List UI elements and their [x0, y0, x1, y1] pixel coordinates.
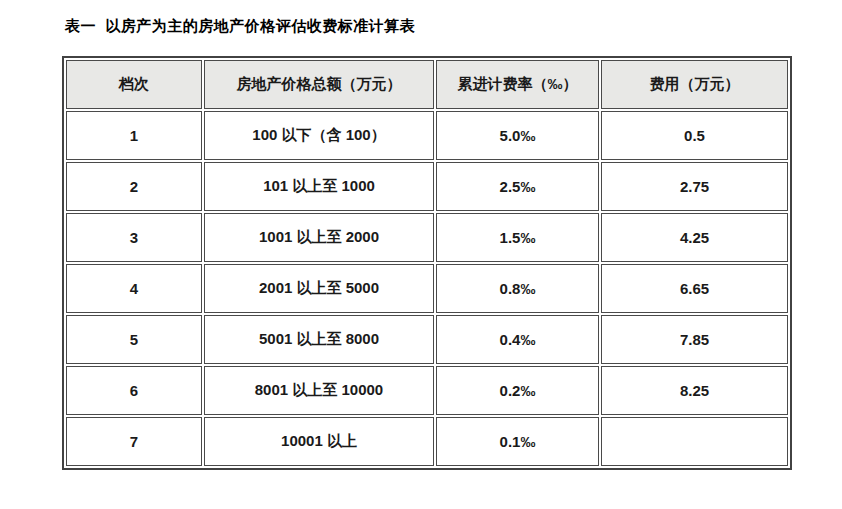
cell-progressive-rate: 0.8‰	[436, 264, 599, 313]
fee-standard-table: 档次 房地产价格总额（万元） 累进计费率（‰） 费用（万元） 1100 以下（含…	[62, 56, 792, 470]
cell-total-price: 5001 以上至 8000	[204, 315, 434, 364]
header-grade: 档次	[66, 60, 202, 109]
cell-total-price: 1001 以上至 2000	[204, 213, 434, 262]
cell-grade: 3	[66, 213, 202, 262]
cell-grade: 4	[66, 264, 202, 313]
cell-grade: 5	[66, 315, 202, 364]
cell-progressive-rate: 0.4‰	[436, 315, 599, 364]
cell-grade: 2	[66, 162, 202, 211]
header-total-price: 房地产价格总额（万元）	[204, 60, 434, 109]
table-header-row: 档次 房地产价格总额（万元） 累进计费率（‰） 费用（万元）	[66, 60, 788, 109]
cell-fee: 0.5	[601, 111, 788, 160]
cell-total-price: 10001 以上	[204, 417, 434, 466]
header-progressive-rate: 累进计费率（‰）	[436, 60, 599, 109]
cell-grade: 6	[66, 366, 202, 415]
cell-progressive-rate: 1.5‰	[436, 213, 599, 262]
cell-grade: 1	[66, 111, 202, 160]
cell-fee: 7.85	[601, 315, 788, 364]
cell-progressive-rate: 0.1‰	[436, 417, 599, 466]
table-row: 31001 以上至 20001.5‰4.25	[66, 213, 788, 262]
cell-fee: 8.25	[601, 366, 788, 415]
cell-fee	[601, 417, 788, 466]
cell-total-price: 101 以上至 1000	[204, 162, 434, 211]
cell-total-price: 100 以下（含 100）	[204, 111, 434, 160]
header-fee: 费用（万元）	[601, 60, 788, 109]
cell-total-price: 8001 以上至 10000	[204, 366, 434, 415]
cell-total-price: 2001 以上至 5000	[204, 264, 434, 313]
cell-grade: 7	[66, 417, 202, 466]
cell-fee: 4.25	[601, 213, 788, 262]
table-row: 2101 以上至 10002.5‰2.75	[66, 162, 788, 211]
cell-fee: 6.65	[601, 264, 788, 313]
table-row: 42001 以上至 50000.8‰6.65	[66, 264, 788, 313]
table-row: 1100 以下（含 100）5.0‰0.5	[66, 111, 788, 160]
cell-progressive-rate: 0.2‰	[436, 366, 599, 415]
table-title: 表一 以房产为主的房地产价格评估收费标准计算表	[65, 17, 415, 36]
document-page: 表一 以房产为主的房地产价格评估收费标准计算表 档次 房地产价格总额（万元） 累…	[0, 0, 842, 509]
cell-fee: 2.75	[601, 162, 788, 211]
table-row: 710001 以上0.1‰	[66, 417, 788, 466]
cell-progressive-rate: 5.0‰	[436, 111, 599, 160]
table-body: 1100 以下（含 100）5.0‰0.52101 以上至 10002.5‰2.…	[66, 111, 788, 466]
table-row: 55001 以上至 80000.4‰7.85	[66, 315, 788, 364]
table-row: 68001 以上至 100000.2‰8.25	[66, 366, 788, 415]
cell-progressive-rate: 2.5‰	[436, 162, 599, 211]
